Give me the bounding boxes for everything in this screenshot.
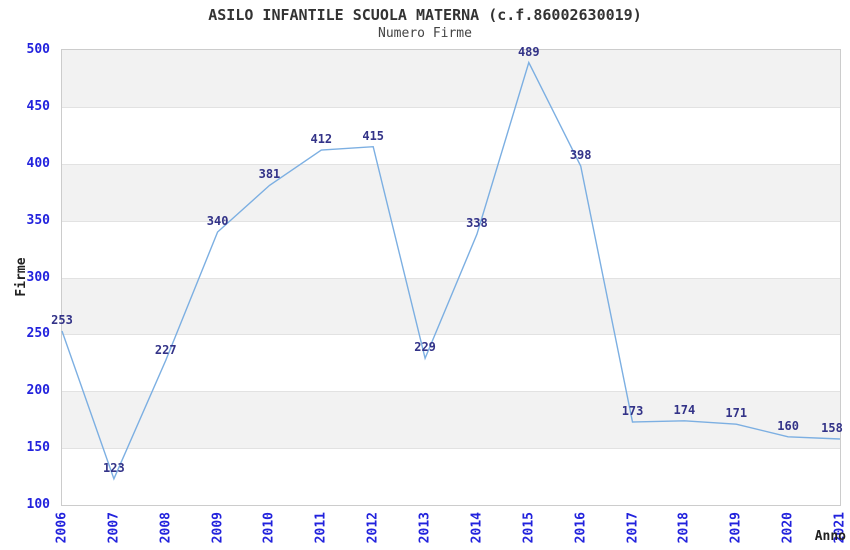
data-point-label: 160 <box>777 418 799 433</box>
data-point-label: 173 <box>621 403 644 418</box>
y-tick-label: 150 <box>26 440 50 456</box>
plot-area <box>62 50 840 505</box>
data-point-label: 489 <box>517 44 540 59</box>
x-tick-label: 2019 <box>728 512 744 544</box>
data-point-label: 340 <box>206 214 229 228</box>
y-tick-label: 100 <box>26 497 50 512</box>
y-tick-label: 500 <box>26 42 50 57</box>
plot-border <box>61 49 841 506</box>
x-tick-label: 2010 <box>261 512 277 544</box>
x-tick-label: 2016 <box>573 512 589 544</box>
data-point-label: 381 <box>258 167 281 182</box>
x-tick-label: 2012 <box>365 512 381 544</box>
chart-subtitle: Numero Firme <box>378 26 472 41</box>
plot-band <box>62 220 840 278</box>
data-point-label: 412 <box>310 132 333 147</box>
plot-band <box>62 448 840 505</box>
x-tick-label: 2015 <box>521 512 537 544</box>
y-tick-label: 250 <box>26 326 50 342</box>
plot-band <box>62 163 840 221</box>
data-point-label: 171 <box>725 406 748 421</box>
data-point-label: 415 <box>362 128 385 143</box>
x-tick-label: 2007 <box>106 512 122 544</box>
data-point-label: 158 <box>821 421 843 436</box>
series-line <box>61 60 841 481</box>
y-tick-label: 300 <box>26 269 50 285</box>
x-tick-label: 2011 <box>313 512 329 544</box>
x-tick-label: 2008 <box>158 512 174 544</box>
data-point-label: 174 <box>673 402 696 417</box>
data-point-label: 229 <box>414 340 436 355</box>
y-tick-label: 400 <box>26 155 50 171</box>
data-point-label: 398 <box>569 148 592 163</box>
x-tick-label: 2014 <box>469 512 485 544</box>
y-tick-label: 350 <box>26 212 50 228</box>
data-point-label: 253 <box>51 312 73 327</box>
x-tick-label: 2013 <box>417 512 433 544</box>
plot-band <box>62 50 840 107</box>
line-series-svg <box>61 60 841 481</box>
x-tick-label: 2020 <box>780 512 796 544</box>
y-axis-title: Firme <box>14 257 29 297</box>
plot-band <box>62 277 840 335</box>
plot-band <box>62 391 840 449</box>
plot-band <box>62 334 840 392</box>
data-point-label: 123 <box>103 460 125 475</box>
x-tick-label: 2009 <box>210 512 226 544</box>
data-point-label: 338 <box>466 216 488 231</box>
x-tick-label: 2006 <box>54 512 70 544</box>
y-tick-label: 200 <box>26 383 50 399</box>
x-axis-title: Anno <box>814 529 846 544</box>
chart-title: ASILO INFANTILE SCUOLA MATERNA (c.f.8600… <box>208 6 642 24</box>
plot-band <box>62 106 840 164</box>
x-tick-label: 2018 <box>676 512 692 544</box>
x-tick-label: 2017 <box>625 512 641 544</box>
y-tick-label: 450 <box>26 98 50 114</box>
data-point-label: 227 <box>154 342 177 357</box>
